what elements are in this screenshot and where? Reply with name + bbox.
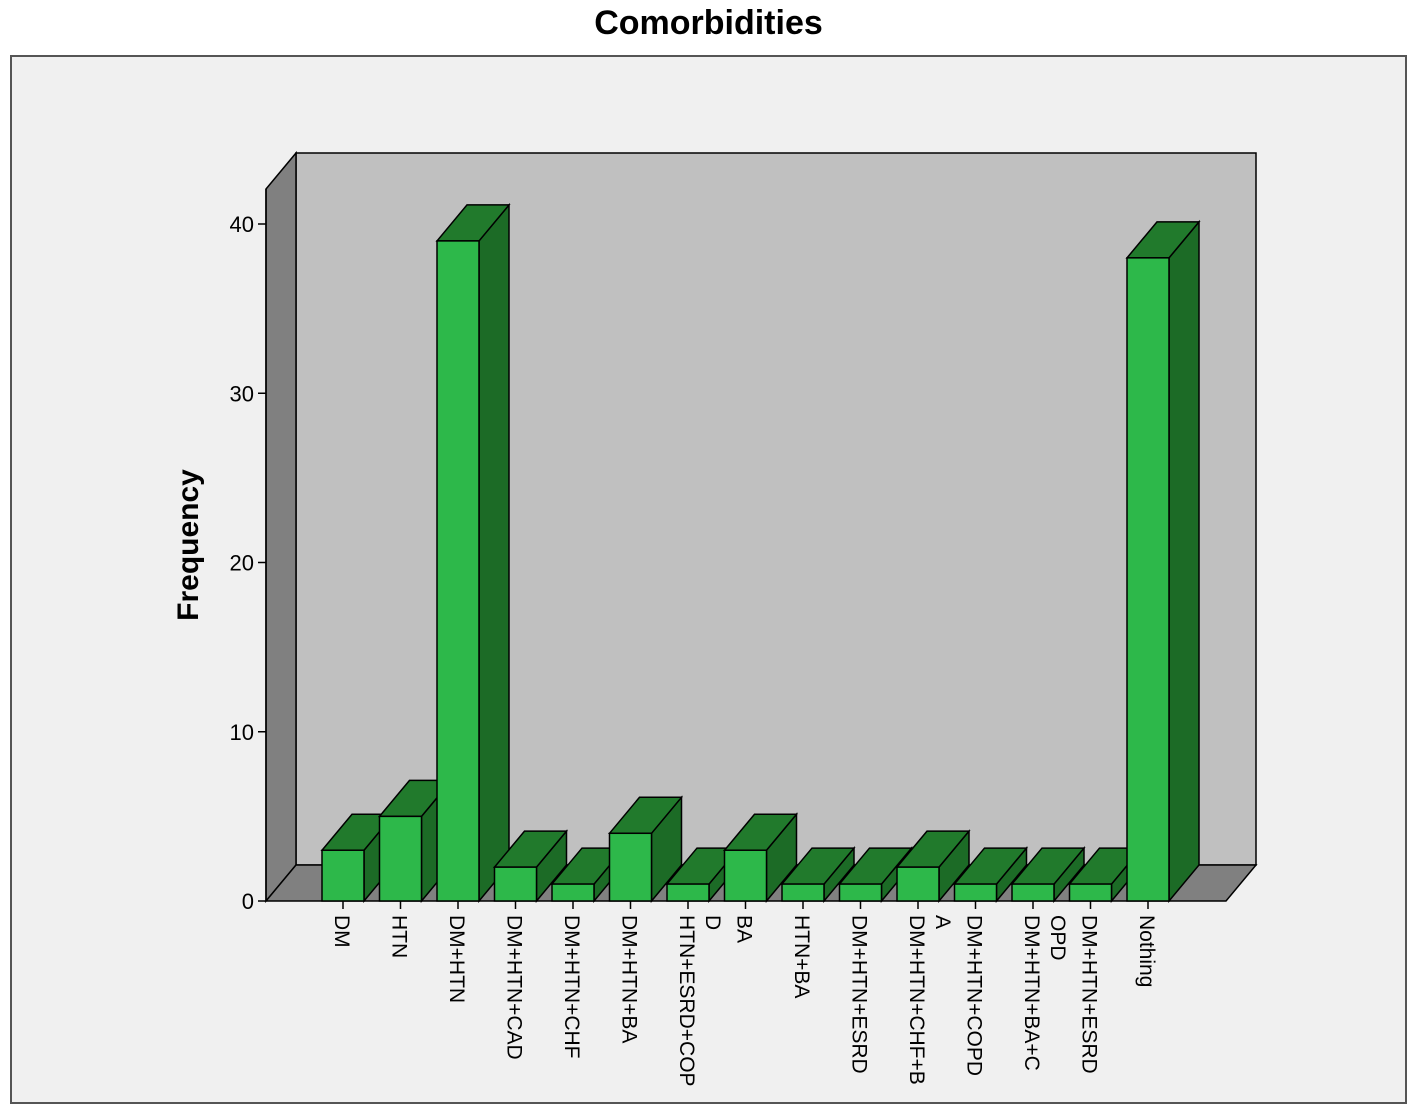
x-tick-label: DM+HTN+CHF+B A xyxy=(905,915,954,1085)
x-tick-label: Nothing xyxy=(1135,915,1158,987)
bar-front xyxy=(436,240,480,902)
bar-front xyxy=(321,849,365,902)
bar-front xyxy=(378,815,423,902)
bar xyxy=(780,846,856,904)
y-axis: 0 10 20 30 40 xyxy=(230,189,267,914)
x-axis-labels: DM HTN DM+HTN DM+HTN+CAD DM+HTN+CHF DM+HTN+BA… xyxy=(330,901,1158,1087)
y-tick-label: 0 xyxy=(242,889,254,914)
x-tick-label-line: DM+HTN+BA+C xyxy=(1020,915,1043,1071)
x-tick-label-line: DM xyxy=(330,915,353,948)
x-tick-label: DM+HTN+CHF xyxy=(560,915,583,1059)
x-tick-label-line: OPD xyxy=(1046,915,1069,961)
bar xyxy=(1010,846,1086,904)
x-tick-label-line: Nothing xyxy=(1135,915,1158,987)
bar-front xyxy=(666,883,710,902)
x-tick-label-line: DM+HTN+CAD xyxy=(503,915,526,1060)
bar xyxy=(607,795,684,904)
bar xyxy=(895,829,971,904)
x-tick-label: DM xyxy=(330,915,353,948)
x-tick-label: HTN+BA xyxy=(790,915,813,998)
bar-front xyxy=(551,883,595,902)
y-tick-label: 30 xyxy=(230,381,254,406)
x-tick-label-line: HTN xyxy=(388,915,411,958)
bar xyxy=(320,812,396,904)
bar-front xyxy=(723,849,768,902)
bar-front xyxy=(608,832,653,902)
x-tick-label: DM+HTN+ESRD xyxy=(1078,915,1101,1074)
bar-front xyxy=(838,883,883,902)
bar-front xyxy=(1126,257,1170,902)
x-tick-label-line: HTN+BA xyxy=(790,915,813,998)
x-tick-label: DM+HTN xyxy=(445,915,468,1003)
x-tick-label-line: DM+HTN+COPD xyxy=(963,915,986,1076)
y-tick-label: 20 xyxy=(230,551,254,576)
bar xyxy=(492,829,569,904)
bar xyxy=(1125,219,1201,904)
bar-front xyxy=(953,883,998,902)
x-tick-label: DM+HTN+BA+C OPD xyxy=(1020,915,1069,1071)
bar-front xyxy=(1068,883,1113,902)
bar xyxy=(722,812,799,904)
x-tick-label-line: BA xyxy=(733,915,756,943)
y-tick-label: 40 xyxy=(230,212,254,237)
bar-side xyxy=(1168,219,1200,904)
chart-title: Comorbidities xyxy=(594,4,823,42)
bar-front xyxy=(493,866,538,902)
x-tick-label-line: DM+HTN+ESRD xyxy=(848,915,871,1074)
x-tick-label: DM+HTN+CAD xyxy=(503,915,526,1060)
bar xyxy=(435,202,511,904)
bar-front xyxy=(781,883,825,902)
bar-front xyxy=(896,866,940,902)
x-tick-label: HTN+ESRD+COP D xyxy=(675,915,724,1087)
x-tick-label-line: A xyxy=(931,915,954,929)
bar xyxy=(952,846,1029,904)
x-tick-label-line: D xyxy=(701,915,724,930)
x-tick-label-line: DM+HTN+ESRD xyxy=(1078,915,1101,1074)
bar-side xyxy=(478,202,510,904)
x-tick-label-line: DM+HTN+BA xyxy=(618,915,641,1043)
left-wall xyxy=(265,150,297,904)
y-tick-label: 10 xyxy=(230,720,254,745)
x-tick-label: DM+HTN+ESRD xyxy=(848,915,871,1074)
x-tick-label-line: DM+HTN+CHF xyxy=(560,915,583,1059)
x-tick-label-line: DM+HTN xyxy=(445,915,468,1003)
x-tick-label-line: HTN+ESRD+COP xyxy=(675,915,698,1087)
bar-front xyxy=(1011,883,1055,902)
x-tick-label-line: DM+HTN+CHF+B xyxy=(905,915,928,1085)
x-tick-label: DM+HTN+COPD xyxy=(963,915,986,1076)
x-tick-label: BA xyxy=(733,915,756,943)
bars xyxy=(320,202,1201,904)
x-tick-label: HTN xyxy=(388,915,411,958)
x-tick-label: DM+HTN+BA xyxy=(618,915,641,1043)
y-axis-label: Frequency xyxy=(172,469,205,621)
